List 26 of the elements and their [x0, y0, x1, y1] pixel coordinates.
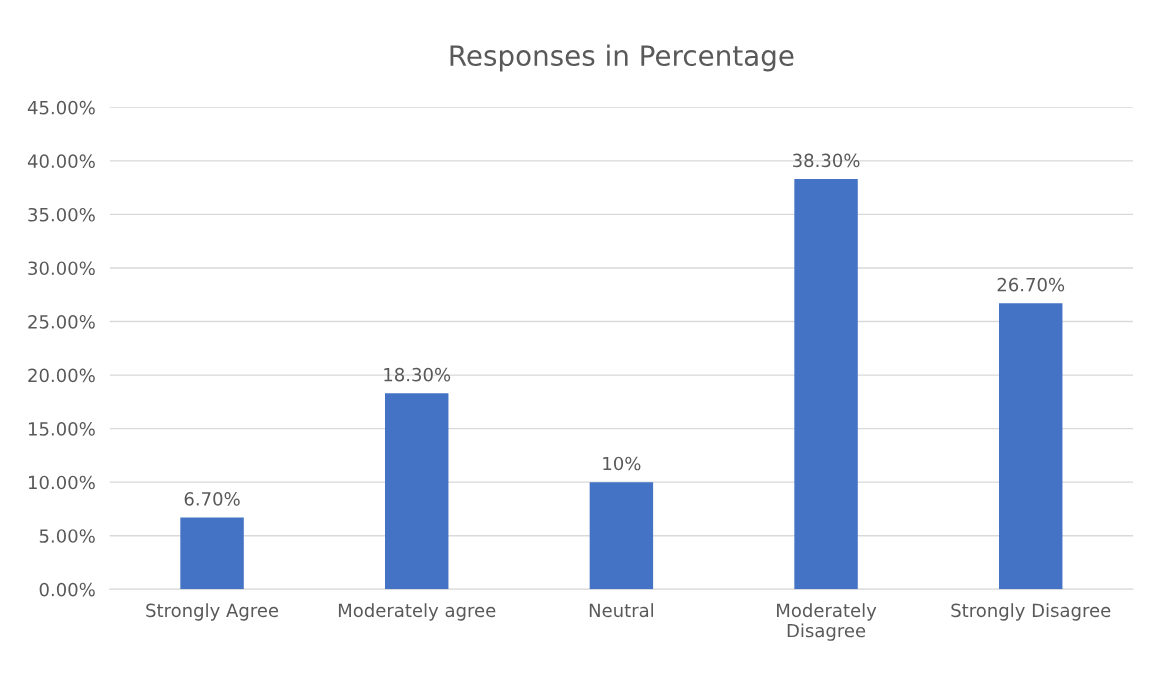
bar — [180, 517, 244, 590]
bar — [999, 303, 1063, 590]
y-tick-label: 10.00% — [28, 475, 95, 490]
x-tick-label: Moderately agree — [338, 603, 496, 621]
y-tick-label: 30.00% — [28, 261, 95, 276]
y-tick-label: 35.00% — [28, 207, 95, 222]
x-tick-label: Strongly Disagree — [951, 603, 1111, 621]
x-tick-label: Neutral — [589, 603, 654, 618]
bar — [794, 179, 858, 590]
y-tick-label: 15.00% — [28, 422, 95, 436]
x-tick-label: Moderately Disagree — [777, 603, 877, 641]
bar — [385, 393, 449, 590]
data-label: 26.70% — [997, 277, 1065, 292]
data-label: 10% — [603, 456, 641, 471]
data-label: 18.30% — [384, 367, 451, 382]
y-tick-label: 40.00% — [27, 154, 95, 168]
chart-title: Responses in Percentage — [450, 44, 794, 72]
bar — [589, 482, 654, 590]
data-label: 6.70% — [184, 492, 240, 506]
y-tick-label: 25.00% — [28, 314, 95, 329]
y-tick-label: 0.00% — [39, 582, 95, 597]
data-label: 38.30% — [793, 153, 860, 168]
x-tick-label: Strongly Agree — [146, 603, 279, 621]
y-tick-label: 45.00% — [27, 100, 95, 115]
y-tick-label: 5.00% — [39, 529, 95, 543]
y-tick-label: 20.00% — [28, 368, 95, 383]
